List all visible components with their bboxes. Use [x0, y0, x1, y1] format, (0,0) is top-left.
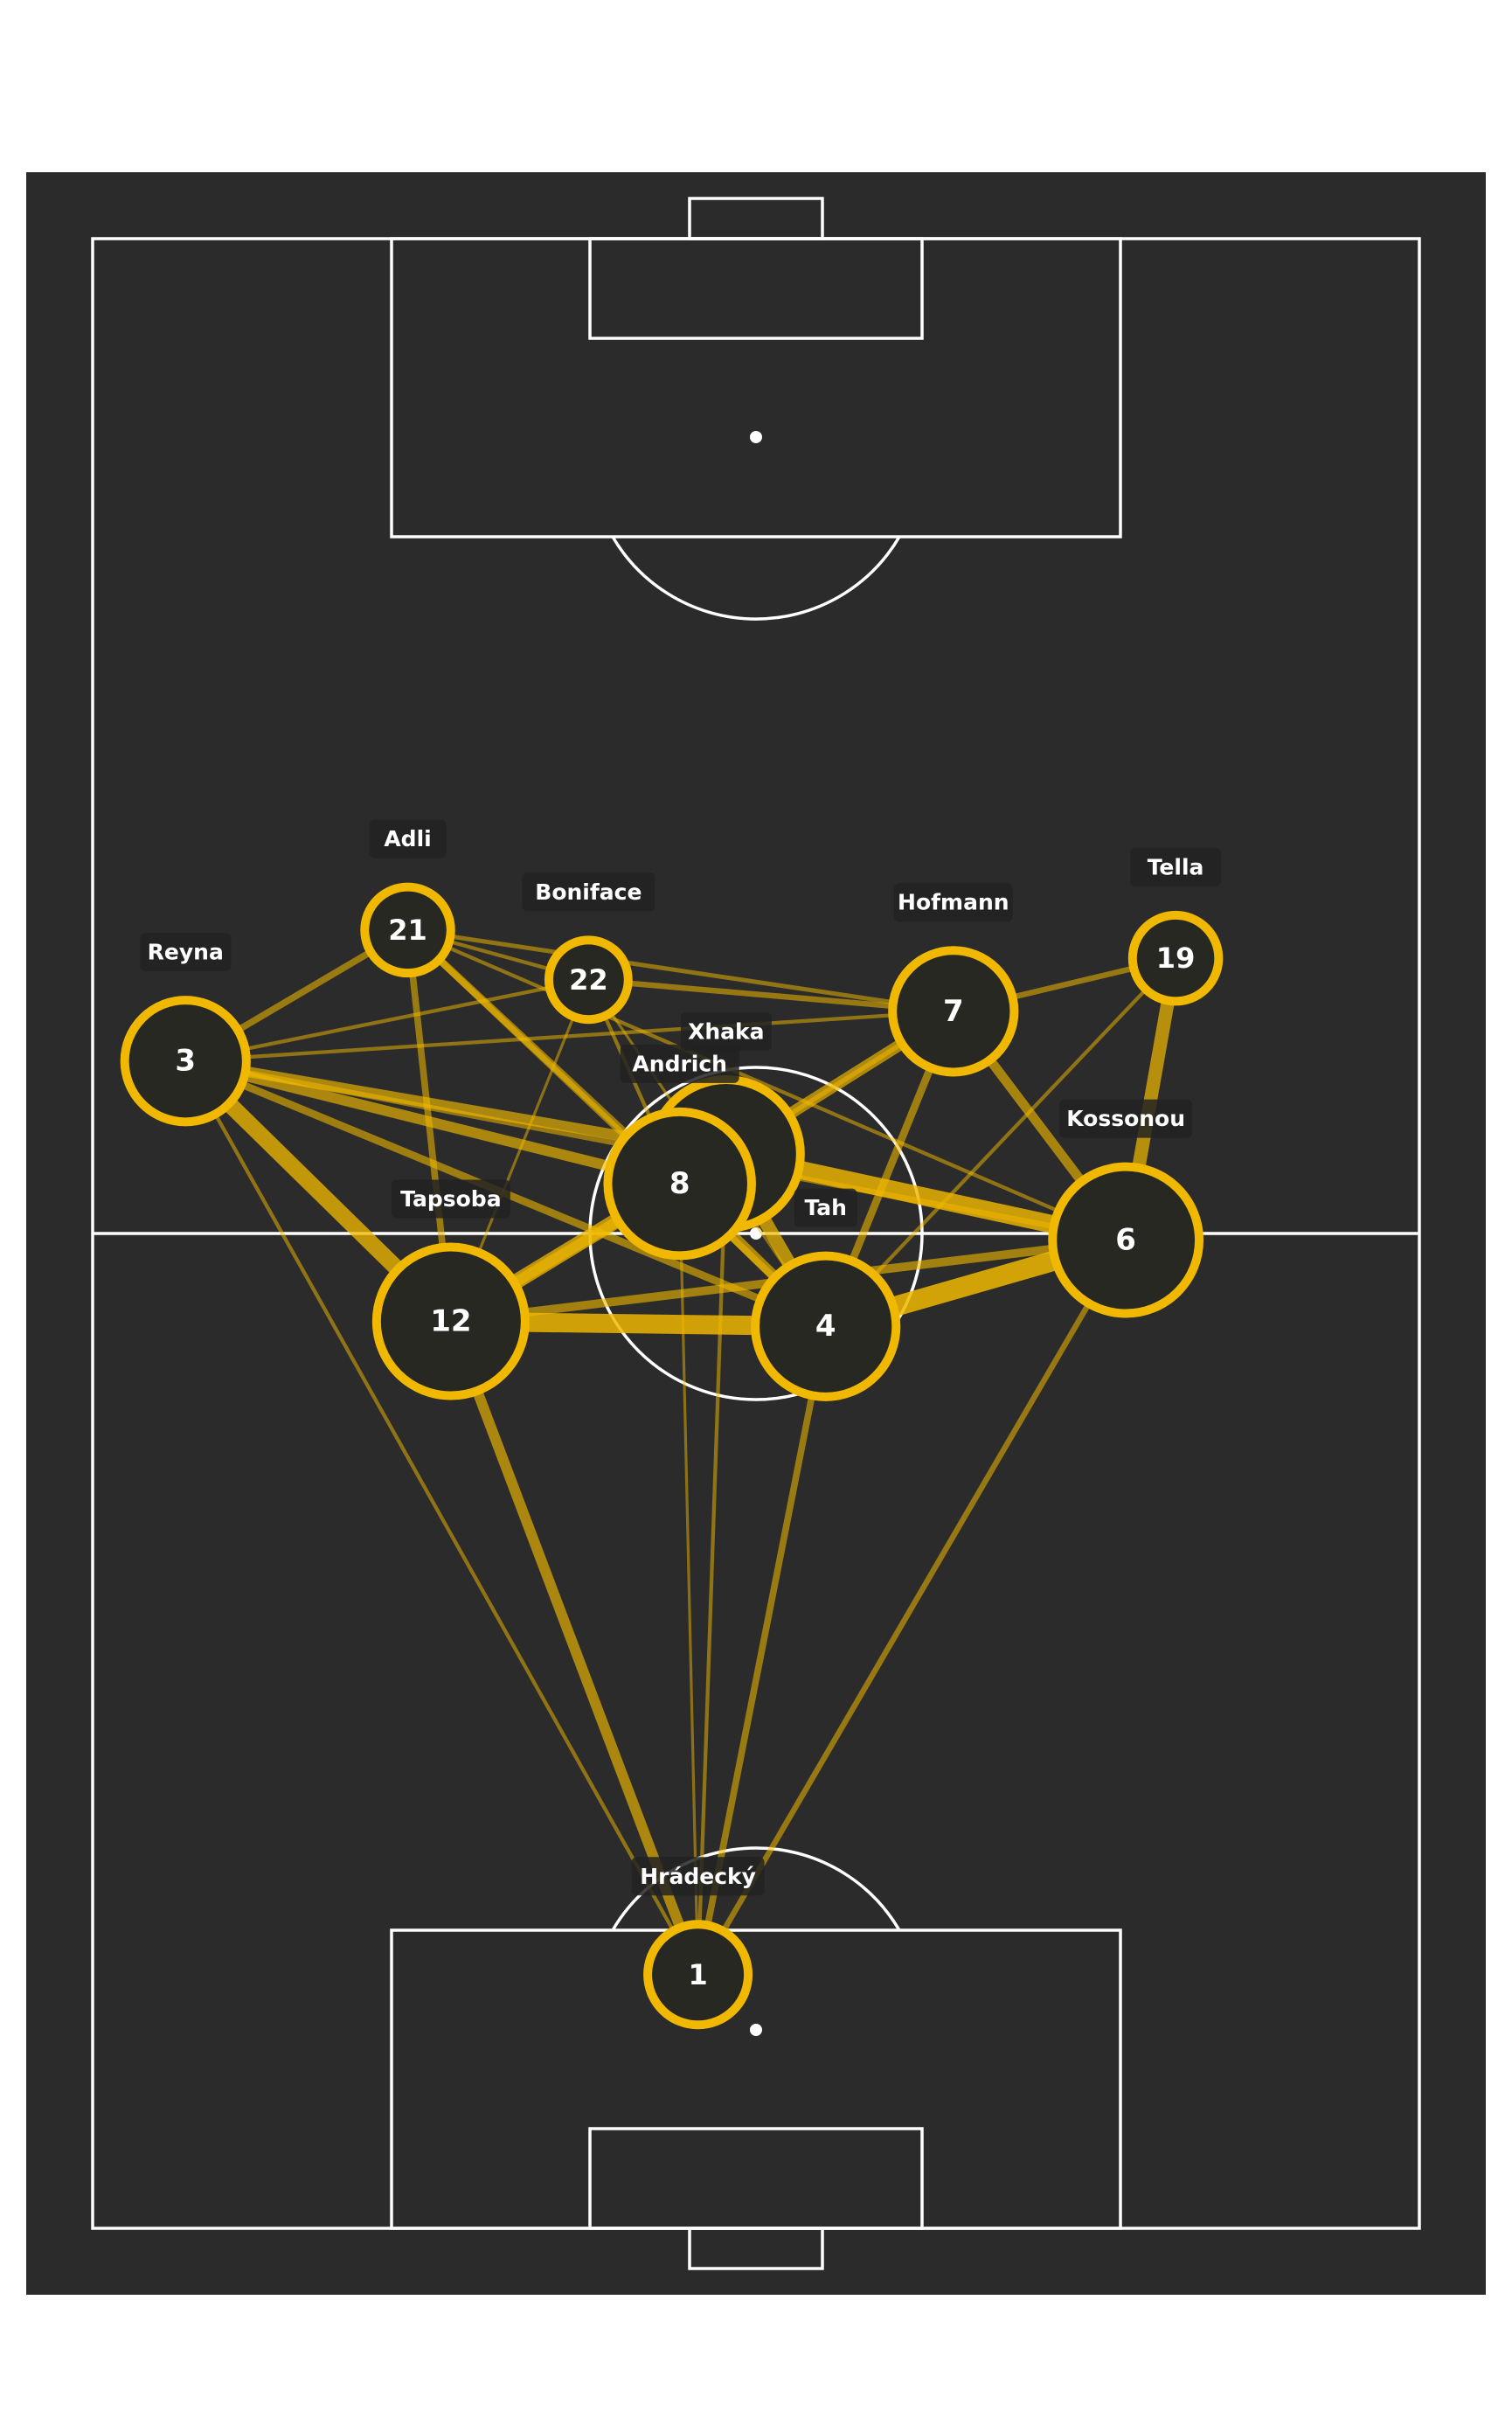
player-number-tah: 4 — [815, 1309, 836, 1344]
player-label-bg-boniface — [522, 872, 655, 912]
player-name-adli: Adli — [384, 826, 431, 851]
pass-edge-adli-hofmann — [407, 928, 954, 1014]
top-penalty-spot — [750, 431, 762, 443]
player-label-bg-hradecky — [631, 1857, 765, 1896]
player-node-andrich: 8 — [603, 1107, 756, 1261]
player-node-hofmann: 7 — [888, 946, 1019, 1077]
player-node-reyna: 3 — [120, 996, 251, 1127]
player-label-bg-tapsoba — [391, 1179, 510, 1219]
player-name-hradecky: Hrádecký — [640, 1864, 756, 1889]
pass-edge-hradecky-andrich — [678, 1184, 700, 1975]
player-name-andrich: Andrich — [632, 1051, 727, 1076]
player-name-boniface: Boniface — [535, 879, 642, 905]
player-label-bg-adli — [369, 819, 447, 858]
player-number-boniface: 22 — [569, 963, 608, 997]
player-number-andrich: 8 — [669, 1166, 690, 1201]
pass-edge-reyna-hofmann — [185, 1009, 954, 1063]
player-label-hradecky: Hrádecký — [631, 1857, 765, 1896]
player-label-bg-tah — [794, 1188, 857, 1227]
player-label-andrich: Andrich — [620, 1044, 739, 1083]
player-label-bg-tella — [1130, 847, 1222, 886]
pass-edge-reyna-andrich — [184, 1055, 682, 1189]
player-number-tella: 19 — [1156, 941, 1196, 975]
player-label-boniface: Boniface — [522, 872, 655, 912]
player-name-labels: Reyna Adli Boniface Hofmann Tella Xhaka Andric… — [140, 819, 1222, 1896]
player-label-bg-reyna — [140, 933, 232, 972]
player-node-hradecky: 1 — [643, 1920, 753, 2030]
player-label-reyna: Reyna — [140, 933, 232, 972]
bottom-goal — [688, 2227, 824, 2270]
pass-edge-reyna-boniface — [184, 977, 589, 1063]
pass-edge-reyna-hradecky — [184, 1060, 700, 1976]
bottom-penalty-spot — [750, 2024, 762, 2036]
player-label-tella: Tella — [1130, 847, 1222, 886]
player-name-xhaka: Xhaka — [688, 1018, 764, 1044]
player-number-hofmann: 7 — [943, 994, 964, 1029]
player-number-reyna: 3 — [175, 1044, 196, 1079]
player-circle-tah — [751, 1251, 901, 1401]
player-node-tapsoba: 12 — [371, 1242, 530, 1400]
player-name-hofmann: Hofmann — [898, 890, 1009, 915]
player-number-kossonou: 6 — [1115, 1223, 1136, 1258]
player-label-hofmann: Hofmann — [893, 883, 1013, 922]
player-node-kossonou: 6 — [1048, 1162, 1204, 1318]
player-number-hradecky: 1 — [688, 1958, 707, 1991]
player-nodes: 3212271934841261 — [120, 882, 1224, 2030]
player-node-tella: 19 — [1127, 910, 1224, 1006]
pass-edge-hradecky-xhaka — [696, 1153, 728, 1975]
player-circle-tapsoba — [371, 1242, 530, 1400]
player-label-bg-xhaka — [680, 1011, 772, 1051]
player-circle-hradecky — [643, 1920, 753, 2030]
player-circle-andrich — [603, 1107, 756, 1261]
player-circle-tella — [1127, 910, 1224, 1006]
player-label-xhaka: Xhaka — [680, 1011, 772, 1051]
player-label-tapsoba: Tapsoba — [391, 1179, 510, 1219]
player-number-tapsoba: 12 — [430, 1304, 471, 1339]
pass-edge-hradecky-kossonou — [695, 1238, 1128, 1977]
player-name-tapsoba: Tapsoba — [400, 1186, 501, 1212]
player-label-bg-hofmann — [893, 883, 1013, 922]
player-circle-kossonou — [1048, 1162, 1204, 1318]
centre-spot — [750, 1227, 762, 1240]
player-label-bg-andrich — [620, 1044, 739, 1083]
player-number-adli: 21 — [388, 914, 427, 947]
pass-edge-adli-kossonou — [406, 928, 1127, 1242]
pitch-markings — [91, 197, 1421, 2270]
player-label-adli: Adli — [369, 819, 447, 858]
player-label-tah: Tah — [794, 1188, 857, 1227]
player-node-adli: 21 — [360, 882, 455, 978]
player-name-tella: Tella — [1148, 854, 1204, 879]
player-label-bg-kossonou — [1059, 1099, 1193, 1138]
player-node-tah: 4 — [751, 1251, 901, 1401]
player-circle-hofmann — [888, 946, 1019, 1077]
player-circle-adli — [360, 882, 455, 978]
player-name-tah: Tah — [804, 1195, 847, 1220]
top-penalty-arc — [611, 536, 901, 621]
top-goal — [688, 197, 824, 240]
player-node-boniface: 22 — [544, 935, 633, 1025]
player-label-kossonou: Kossonou — [1059, 1099, 1193, 1138]
player-name-kossonou: Kossonou — [1066, 1106, 1185, 1131]
player-name-reyna: Reyna — [148, 940, 224, 965]
player-circle-reyna — [120, 996, 251, 1127]
player-circle-boniface — [544, 935, 633, 1025]
